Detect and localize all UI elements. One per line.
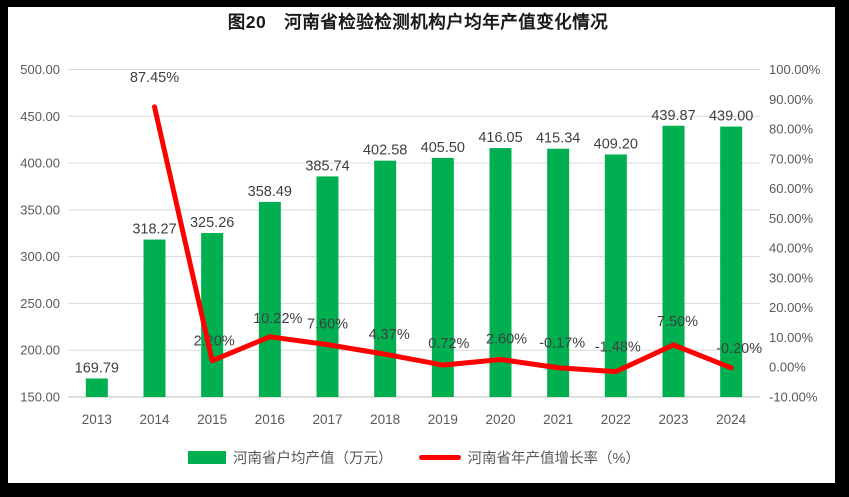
left-axis-tick-label: 200.00 <box>20 343 60 358</box>
left-axis-tick-label: 350.00 <box>20 202 60 217</box>
bar-value-label: 405.50 <box>421 140 465 156</box>
bar-value-label: 409.20 <box>594 136 638 152</box>
line-value-label: 7.50% <box>657 314 698 330</box>
right-axis-tick-label: 20.00% <box>769 300 814 315</box>
chart-legend: 河南省户均产值（万元） 河南省年产值增长率（%） <box>68 447 760 468</box>
legend-label-bar-series: 河南省户均产值（万元） <box>233 451 393 467</box>
left-axis-tick-label: 400.00 <box>20 156 60 171</box>
line-value-label: 0.72% <box>428 336 469 352</box>
left-axis-tick-label: 250.00 <box>20 296 60 311</box>
bar-value-label: 439.00 <box>709 109 753 125</box>
bar-value-label: 358.49 <box>248 184 292 200</box>
bar-value-label: 169.79 <box>75 360 119 376</box>
bar-value-label: 325.26 <box>190 215 234 231</box>
frame-border-left <box>0 0 8 483</box>
line-value-label: 2.60% <box>486 331 527 347</box>
bar <box>316 176 339 397</box>
right-axis-tick-label: 100.00% <box>769 62 821 77</box>
right-axis-tick-label: 90.00% <box>769 92 814 107</box>
line-series-swatch-icon <box>418 455 461 460</box>
frame-border-bottom <box>0 483 849 497</box>
bar <box>258 201 281 397</box>
right-axis-tick-label: 70.00% <box>769 151 814 166</box>
bar <box>431 157 454 397</box>
bar-value-label: 385.74 <box>305 158 349 174</box>
right-axis-tick-label: 0.00% <box>769 360 806 375</box>
frame-border-top <box>0 0 849 7</box>
x-axis-label: 2020 <box>485 412 515 427</box>
bar <box>85 378 108 397</box>
bar-value-label: 439.87 <box>651 108 695 124</box>
bar <box>662 125 685 398</box>
bar <box>604 154 627 397</box>
x-axis-label: 2016 <box>255 412 285 427</box>
bar <box>374 160 397 397</box>
x-axis-label: 2023 <box>658 412 688 427</box>
line-value-label: 2.20% <box>194 334 235 350</box>
left-axis-tick-label: 150.00 <box>20 390 60 405</box>
right-axis-tick-label: 30.00% <box>769 270 814 285</box>
x-axis-label: 2013 <box>82 412 112 427</box>
left-axis-tick-label: 300.00 <box>20 249 60 264</box>
right-axis-tick-label: -10.00% <box>769 390 818 405</box>
bar-value-label: 416.05 <box>478 130 522 146</box>
x-axis-label: 2018 <box>370 412 400 427</box>
x-axis-label: 2015 <box>197 412 227 427</box>
x-axis-label: 2022 <box>601 412 631 427</box>
bar-value-label: 402.58 <box>363 143 407 159</box>
bar-value-label: 318.27 <box>132 222 176 238</box>
left-axis-tick-label: 450.00 <box>20 109 60 124</box>
legend-item-bar-series: 河南省户均产值（万元） <box>188 447 393 468</box>
right-axis-tick-label: 50.00% <box>769 211 814 226</box>
bar <box>489 148 512 397</box>
right-axis-tick-label: 40.00% <box>769 241 814 256</box>
bar <box>547 148 570 397</box>
left-axis-tick-label: 500.00 <box>20 62 60 77</box>
bar <box>143 239 166 397</box>
right-axis-tick-label: 10.00% <box>769 330 814 345</box>
x-axis-label: 2024 <box>716 412 747 427</box>
bar <box>201 233 224 397</box>
right-axis-tick-label: 60.00% <box>769 181 814 196</box>
x-axis-label: 2017 <box>312 412 342 427</box>
line-value-label: 7.60% <box>307 317 348 333</box>
line-value-label: -1.48% <box>595 340 641 356</box>
bar-value-label: 415.34 <box>536 131 580 147</box>
line-value-label: -0.17% <box>539 336 585 352</box>
right-axis-tick-label: 80.00% <box>769 122 814 137</box>
line-value-label: 87.45% <box>130 70 179 86</box>
legend-item-line-series: 河南省年产值增长率（%） <box>418 447 640 468</box>
bar-series-swatch-icon <box>188 451 227 464</box>
frame-border-right <box>835 0 849 497</box>
growth-rate-line <box>152 104 734 375</box>
x-axis-label: 2019 <box>428 412 458 427</box>
legend-label-line-series: 河南省年产值增长率（%） <box>467 451 640 467</box>
bar <box>720 126 743 397</box>
x-axis-label: 2014 <box>139 412 170 427</box>
chart-title: 图20 河南省检验检测机构户均年产值变化情况 <box>227 12 609 32</box>
line-value-label: 4.37% <box>369 327 410 343</box>
line-value-label: -0.20% <box>716 341 762 357</box>
x-axis-label: 2021 <box>543 412 573 427</box>
line-value-label: 10.22% <box>253 311 302 327</box>
